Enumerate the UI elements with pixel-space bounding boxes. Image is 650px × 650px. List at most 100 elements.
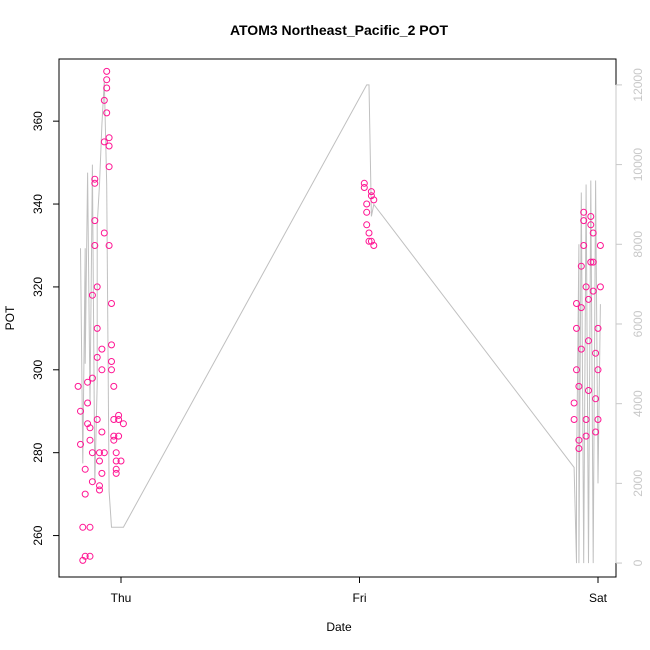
data-point [91, 242, 99, 249]
data-point [110, 432, 118, 440]
line-series [80, 80, 601, 564]
y2-tick-label: 0 [631, 559, 645, 566]
y2-tick-label: 8000 [631, 231, 645, 258]
data-point [96, 457, 103, 465]
data-point [81, 490, 89, 498]
data-point [98, 366, 106, 374]
data-point [93, 283, 101, 291]
data-point [100, 229, 108, 237]
data-point [103, 84, 111, 92]
data-point [96, 482, 103, 490]
data-point [596, 242, 604, 249]
data-point [93, 353, 101, 361]
data-point [93, 416, 101, 423]
y2-tick-label: 2000 [631, 470, 645, 497]
data-point [363, 200, 371, 208]
data-point [580, 208, 588, 216]
data-point [98, 345, 106, 353]
data-point [592, 349, 600, 357]
data-point [77, 407, 84, 415]
data-point [580, 242, 588, 249]
y-tick-label: 260 [31, 525, 45, 545]
data-point [594, 366, 602, 374]
data-point [370, 242, 378, 249]
data-point [105, 242, 113, 249]
x-axis-label: Date [326, 620, 352, 634]
data-point [81, 465, 89, 473]
data-point [573, 324, 580, 332]
data-point [88, 478, 96, 486]
data-point [108, 358, 115, 365]
data-point [589, 287, 597, 295]
data-point [77, 440, 84, 448]
data-point [115, 432, 123, 440]
data-point [573, 300, 580, 307]
y-tick-label: 300 [31, 359, 45, 379]
data-point [112, 457, 120, 465]
data-point [592, 395, 600, 403]
data-point [91, 175, 99, 183]
data-point [105, 163, 113, 171]
data-point [84, 378, 92, 386]
data-point [365, 229, 373, 237]
data-point [570, 416, 578, 423]
data-point [594, 324, 602, 332]
data-point [365, 237, 373, 245]
data-point [585, 337, 592, 345]
data-point [105, 134, 113, 142]
data-point [112, 465, 120, 473]
data-point [363, 221, 371, 229]
data-point [96, 449, 103, 457]
data-point [81, 552, 89, 560]
data-point [74, 382, 82, 390]
data-point [587, 221, 595, 229]
data-point [91, 179, 99, 187]
data-point [594, 416, 602, 423]
y2-tick-label: 10000 [631, 148, 645, 182]
data-point [589, 258, 597, 266]
plot-area-frame [58, 58, 617, 578]
data-point [587, 258, 595, 266]
data-point [79, 523, 87, 531]
y-axis-right: 0 2000 4000 6000 8000 10000 12000 [615, 68, 645, 566]
data-point [370, 196, 378, 204]
data-point [119, 420, 127, 428]
y2-tick-label: 4000 [631, 390, 645, 417]
data-point [577, 304, 585, 312]
data-point [88, 291, 96, 299]
data-point [596, 283, 604, 291]
data-point [577, 345, 585, 353]
x-tick-label: Thu [111, 591, 132, 605]
chart-title: ATOM3 Northeast_Pacific_2 POT [230, 22, 449, 38]
data-point [112, 469, 120, 477]
data-point [360, 179, 368, 187]
data-point [582, 416, 590, 423]
data-point [112, 449, 120, 457]
data-point [363, 208, 371, 216]
data-point [96, 486, 103, 494]
y-tick-label: 320 [31, 277, 45, 297]
data-point [91, 217, 99, 225]
series-line [80, 80, 601, 564]
data-point [88, 449, 96, 457]
data-point [103, 109, 111, 117]
data-point [367, 188, 375, 196]
data-point [100, 449, 108, 457]
data-point [582, 432, 590, 440]
data-point [587, 213, 595, 220]
data-point [577, 262, 585, 270]
data-point [585, 387, 592, 394]
data-point [575, 382, 583, 390]
y-tick-label: 340 [31, 194, 45, 214]
data-point [592, 428, 600, 436]
y-tick-label: 280 [31, 442, 45, 462]
y2-tick-label: 6000 [631, 310, 645, 337]
data-point [585, 295, 592, 303]
data-point [84, 399, 92, 407]
data-point [98, 428, 106, 436]
data-point [110, 416, 118, 423]
data-point [570, 399, 578, 407]
point-series [74, 67, 604, 564]
data-point [589, 229, 597, 237]
data-point [115, 411, 123, 419]
